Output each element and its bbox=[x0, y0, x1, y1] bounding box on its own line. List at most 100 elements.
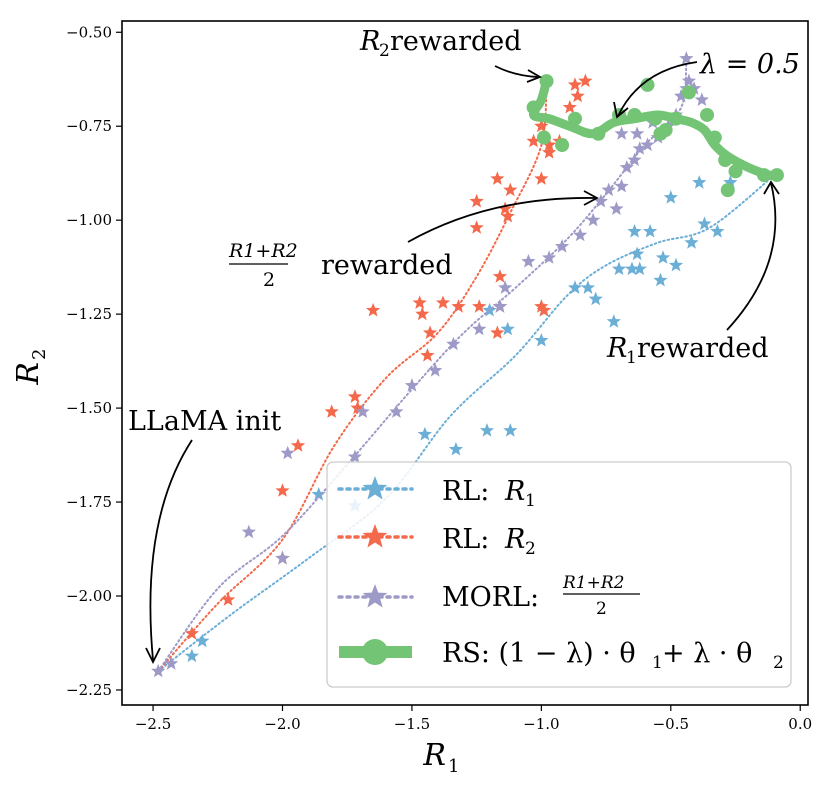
data-point bbox=[490, 325, 505, 339]
annotation-lambda: λ = 0.5 bbox=[613, 49, 800, 119]
data-point bbox=[640, 77, 655, 92]
data-point bbox=[498, 201, 513, 215]
data-point bbox=[311, 487, 326, 501]
legend-sub-rs-1: 1 bbox=[652, 653, 663, 673]
data-point bbox=[290, 438, 306, 452]
annotation-r1-rewarded: R 1 rewarded bbox=[606, 180, 780, 368]
annotation-mean-frac-num: R1+R2 bbox=[228, 240, 298, 262]
legend-swatch-marker bbox=[362, 524, 388, 548]
x-tick-label: −2.5 bbox=[135, 715, 171, 733]
data-point bbox=[355, 404, 370, 418]
series-line bbox=[157, 174, 776, 673]
tick-layer: −2.5 −2.0 −1.5 −1.0 −0.5 0.0 −0.50 −0.75 −1.00 −1… bbox=[66, 23, 812, 733]
y-axis-label-sub: 2 bbox=[29, 349, 50, 360]
annotation-r1-text: rewarded bbox=[637, 333, 769, 364]
data-point bbox=[275, 483, 290, 497]
data-point bbox=[536, 302, 552, 317]
series-line bbox=[157, 76, 548, 673]
data-point bbox=[184, 648, 199, 663]
data-point bbox=[428, 363, 443, 377]
data-point bbox=[469, 193, 484, 208]
annotation-lambda-arrowhead bbox=[613, 101, 629, 119]
data-point bbox=[350, 400, 365, 415]
x-tick-label: −2.0 bbox=[264, 715, 300, 733]
annotation-mean-rewarded: R1+R2 2 rewarded bbox=[228, 190, 599, 291]
data-point bbox=[275, 550, 290, 565]
data-point bbox=[580, 280, 596, 294]
y-tick-label: −1.00 bbox=[66, 211, 112, 229]
data-point bbox=[404, 378, 420, 392]
legend-frac-num-morl: R1+R2 bbox=[562, 573, 624, 593]
data-point bbox=[448, 441, 464, 456]
data-point bbox=[668, 257, 684, 272]
data-point bbox=[591, 126, 606, 141]
data-point bbox=[643, 224, 658, 238]
data-point bbox=[412, 295, 427, 309]
data-point bbox=[630, 246, 645, 261]
data-point bbox=[630, 126, 645, 140]
series-line bbox=[528, 76, 782, 181]
data-point bbox=[479, 423, 495, 437]
data-point bbox=[601, 182, 616, 197]
data-point bbox=[568, 111, 583, 126]
annotation-r1-math: R bbox=[606, 333, 627, 364]
legend-swatch-marker bbox=[362, 584, 388, 608]
legend-math-rl-r2: R bbox=[504, 524, 525, 555]
data-point bbox=[586, 212, 601, 227]
data-point bbox=[624, 261, 640, 276]
data-point bbox=[526, 100, 541, 115]
data-point bbox=[534, 333, 549, 347]
data-point bbox=[658, 122, 673, 137]
annotation-r1-arrowhead bbox=[763, 180, 780, 195]
annotation-r2-rewarded: R 2 rewarded bbox=[359, 26, 543, 83]
data-point bbox=[446, 336, 461, 351]
legend-frac-den-morl: 2 bbox=[596, 599, 607, 619]
legend-label-rl-r1: RL: bbox=[442, 476, 489, 507]
annotation-r2-text: rewarded bbox=[390, 26, 522, 57]
legend-entry-rl-r2: RL: R 2 bbox=[442, 524, 536, 559]
data-point bbox=[498, 280, 513, 294]
data-point bbox=[221, 592, 236, 606]
data-point bbox=[655, 250, 671, 264]
data-point bbox=[417, 426, 432, 441]
data-point bbox=[422, 325, 438, 339]
data-point bbox=[720, 183, 735, 198]
data-point bbox=[769, 168, 784, 183]
annotation-r2-sub: 2 bbox=[379, 41, 390, 61]
data-point bbox=[697, 216, 712, 230]
legend-swatch-marker bbox=[362, 476, 388, 500]
annotation-r1-sub: 1 bbox=[626, 348, 637, 368]
data-point bbox=[503, 182, 518, 197]
data-point bbox=[280, 445, 295, 460]
data-point bbox=[534, 118, 549, 133]
data-point bbox=[692, 175, 707, 189]
data-point bbox=[526, 133, 541, 148]
legend: RL: R 1 RL: R 2 MORL: R1+R2 2 RS: (1 − λ… bbox=[326, 461, 792, 688]
y-tick-label: −0.75 bbox=[66, 117, 112, 135]
legend-label-morl: MORL: bbox=[442, 582, 539, 613]
data-point bbox=[151, 663, 166, 678]
annotation-llama-arrow bbox=[149, 439, 193, 661]
data-point bbox=[492, 269, 508, 283]
data-point bbox=[627, 152, 642, 167]
annotation-mean-text: rewarded bbox=[321, 250, 453, 281]
plot-layer bbox=[151, 51, 784, 678]
data-point bbox=[555, 138, 570, 153]
data-point bbox=[415, 306, 430, 321]
annotation-llama-arrowhead bbox=[145, 647, 161, 665]
data-point bbox=[707, 130, 722, 145]
x-axis-label: R bbox=[422, 738, 446, 773]
x-tick-label: −1.5 bbox=[394, 715, 430, 733]
data-point bbox=[653, 272, 668, 287]
annotation-r1-arrow bbox=[726, 182, 777, 331]
data-point bbox=[681, 73, 697, 88]
legend-label-rl-r2: RL: bbox=[442, 524, 489, 555]
annotation-llama-init: LLaMA init bbox=[128, 406, 281, 665]
annotation-lambda-text: λ = 0.5 bbox=[699, 49, 800, 80]
data-point bbox=[347, 389, 363, 403]
data-point bbox=[614, 126, 629, 140]
data-point bbox=[606, 314, 621, 328]
legend-entry-morl: MORL: R1+R2 2 bbox=[442, 573, 640, 619]
data-point bbox=[164, 656, 179, 670]
